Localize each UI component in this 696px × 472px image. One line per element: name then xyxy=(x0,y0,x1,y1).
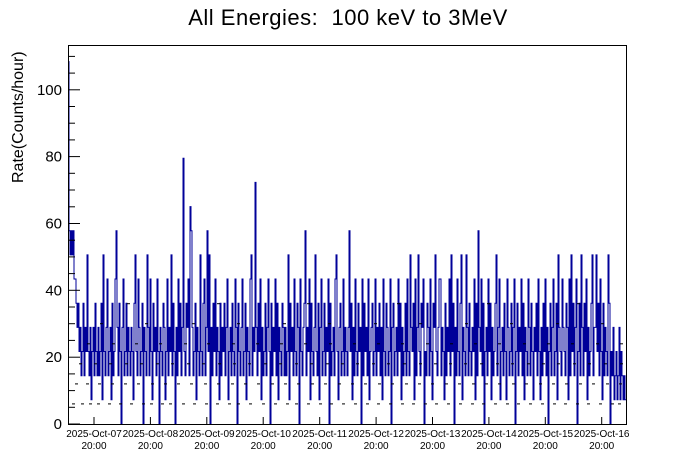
x-tick-time: 20:00 xyxy=(138,441,163,452)
y-tick-label: 60 xyxy=(45,216,62,233)
x-tick-time: 20:00 xyxy=(589,441,614,452)
y-tick-label: 0 xyxy=(54,416,62,433)
x-tick-date: 2025-Oct-16 xyxy=(574,429,630,440)
x-tick-time: 20:00 xyxy=(364,441,389,452)
x-tick-date: 2025-Oct-10 xyxy=(235,429,291,440)
x-tick-time: 20:00 xyxy=(251,441,276,452)
x-tick-date: 2025-Oct-11 xyxy=(292,429,347,440)
y-tick-label: 20 xyxy=(45,349,62,366)
x-tick-time: 20:00 xyxy=(533,441,558,452)
x-tick-time: 20:00 xyxy=(476,441,501,452)
x-tick-time: 20:00 xyxy=(81,441,106,452)
x-tick-date: 2025-Oct-15 xyxy=(518,429,574,440)
x-tick-date: 2025-Oct-14 xyxy=(461,429,517,440)
y-axis-title: Rate(Counts/hour) xyxy=(10,51,27,183)
x-tick-date: 2025-Oct-12 xyxy=(348,429,404,440)
plot-frame xyxy=(68,45,627,425)
rate-histogram-line xyxy=(68,61,626,425)
y-tick-label: 40 xyxy=(45,282,62,299)
x-tick-date: 2025-Oct-07 xyxy=(66,429,122,440)
y-tick-label: 100 xyxy=(37,82,62,99)
x-tick-date: 2025-Oct-08 xyxy=(123,429,179,440)
x-tick-time: 20:00 xyxy=(420,441,445,452)
x-tick-time: 20:00 xyxy=(194,441,219,452)
x-tick-time: 20:00 xyxy=(307,441,332,452)
y-tick-label: 80 xyxy=(45,149,62,166)
chart-title: All Energies: 100 keV to 3MeV xyxy=(188,5,508,30)
x-tick-date: 2025-Oct-13 xyxy=(405,429,461,440)
x-tick-date: 2025-Oct-09 xyxy=(179,429,235,440)
